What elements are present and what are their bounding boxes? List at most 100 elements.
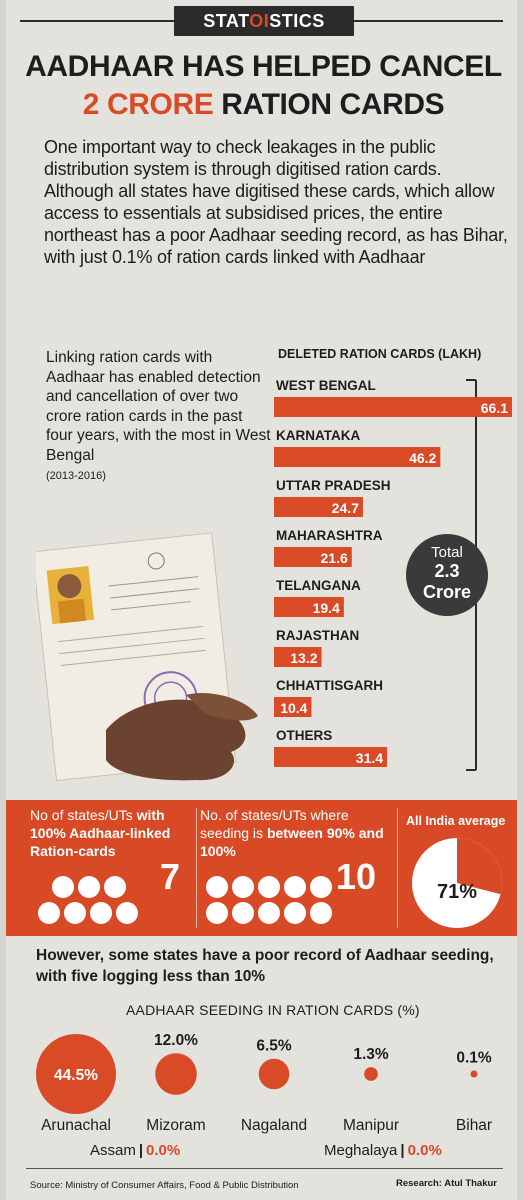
research-credit: Research: Atul Thakur [395,1178,497,1189]
bubble-state-label: Nagaland [241,1117,307,1134]
state-dot [232,902,254,924]
side-text: Linking ration cards with Aadhaar has en… [46,348,271,487]
bar-label: RAJASTHAN [276,628,359,643]
bar-value-label: 66.1 [481,400,508,416]
states-100-text: No of states/UTs with 100% Aadhaar-linke… [30,806,198,860]
bar-value-label: 19.4 [313,600,340,616]
meghalaya-value: 0.0% [407,1142,442,1159]
bar-chart-title: DELETED RATION CARDS (LAKH) [278,347,482,361]
seeding-bubble [364,1067,378,1081]
bar-label: TELANGANA [276,578,361,593]
bar-label: WEST BENGAL [276,378,376,393]
bubble-state-label: Manipur [343,1117,399,1134]
state-dot [258,902,280,924]
bar [274,747,388,767]
states-90-text: No. of states/UTs where seeding is betwe… [200,806,396,860]
state-dot [206,902,228,924]
state-dot [258,876,280,898]
average-title: All India average [406,814,506,828]
seeding-chart-title: AADHAAR SEEDING IN RATION CARDS (%) [126,1002,420,1018]
side-text-body: Linking ration cards with Aadhaar has en… [46,349,271,464]
states-90-box: No. of states/UTs where seeding is betwe… [200,806,396,930]
band-divider-1 [196,808,197,928]
state-dot [90,902,112,924]
poor-record-heading: However, some states have a poor record … [36,947,494,985]
bar [274,397,512,417]
meghalaya-sep: | [400,1142,405,1159]
masthead-pre: STAT [203,11,250,31]
bar [274,597,344,617]
total-unit: Crore [422,582,471,602]
bubble-state-label: Mizoram [146,1117,205,1134]
headline-rest: RATION CARDS [213,88,445,121]
bubble-state-label: Bihar [456,1117,492,1134]
side-text-years: (2013-2016) [46,470,106,482]
meghalaya-zero: Meghalaya | 0.0% [324,1142,442,1159]
assam-name: Assam [90,1142,136,1159]
band-divider-2 [397,808,398,928]
headline-line2: 2 CRORE RATION CARDS [16,86,511,124]
intro-paragraph: One important way to check leakages in t… [44,137,508,267]
bar-label: CHHATTISGARH [276,678,383,693]
bar-value-label: 21.6 [321,550,348,566]
pie-remainder-slice [457,838,502,895]
bar-value-label: 10.4 [280,700,307,716]
assam-sep: | [138,1142,144,1159]
seeding-bubble-chart: 44.5% Arunachal 12.0% Mizoram 6.5% Nagaland 1.… [36,1032,492,1134]
bubble-value-label: 0.1% [456,1050,492,1067]
state-dot [38,902,60,924]
deleted-ration-cards-chart: WEST BENGAL 66.1 KARNATAKA 46.2 UTTAR PRADES… [274,378,512,771]
bar-value-label: 31.4 [356,750,383,766]
bubble-value-label: 12.0% [154,1032,198,1049]
states-100-pre: No of states/UTs [30,807,137,823]
stats-band: No of states/UTs with 100% Aadhaar-linke… [6,800,517,936]
average-value: 71% [437,881,477,903]
headline: AADHAAR HAS HELPED CANCEL 2 CRORE RATION… [16,48,511,124]
total-bubble: Total 2.3 Crore [406,534,488,616]
masthead: STATOISTICS [174,6,354,36]
state-dot [310,876,332,898]
state-dot [64,902,86,924]
assam-value: 0.0% [146,1142,181,1159]
bar [274,647,322,667]
bar-label: KARNATAKA [276,428,360,443]
ration-card-illustration [36,532,258,782]
headline-red: 2 CRORE [82,88,214,121]
states-90-bold: between 90% and 100% [200,825,384,859]
bar-label: OTHERS [276,728,332,743]
bubble-value-label: 1.3% [353,1046,389,1063]
state-dot [52,876,74,898]
state-dot [310,902,332,924]
bar [274,497,363,517]
states-90-count: 10 [336,856,377,897]
seeding-bubble [155,1053,197,1095]
masthead-accent: OI [249,11,270,31]
footer-rule [26,1168,503,1169]
bubble-value-label: 6.5% [256,1038,292,1055]
bar [274,547,352,567]
infographic-page: STATOISTICS AADHAAR HAS HELPED CANCEL 2 … [6,0,517,1200]
headline-line1: AADHAAR HAS HELPED CANCEL [25,50,502,83]
total-value: 2.3 [434,561,460,581]
assam-zero: Assam | 0.0% [90,1142,180,1159]
state-dot [284,902,306,924]
masthead-post: STICS [269,11,325,31]
bar-value-label: 46.2 [409,450,436,466]
source-note: Source: Ministry of Consumer Affairs, Fo… [30,1180,299,1191]
bar-value-label: 24.7 [332,500,359,516]
state-dot [232,876,254,898]
bubble-state-label: Arunachal [41,1117,111,1134]
states-100-bold: with 100% Aadhaar-linked Ration-cards [30,807,171,859]
states-100-count: 7 [160,856,181,897]
meghalaya-name: Meghalaya [324,1142,398,1159]
average-box: All India average 71% [400,806,514,930]
state-dot [116,902,138,924]
average-pie: 71% [412,838,502,928]
state-dot [284,876,306,898]
state-dot [206,876,228,898]
bar-value-label: 13.2 [290,650,317,666]
seeding-bubble [36,1034,116,1114]
states-90-pre: No. of states/UTs where seeding is [200,807,349,841]
states-100-box: No of states/UTs with 100% Aadhaar-linke… [30,806,198,930]
bar-label: UTTAR PRADESH [276,478,391,493]
